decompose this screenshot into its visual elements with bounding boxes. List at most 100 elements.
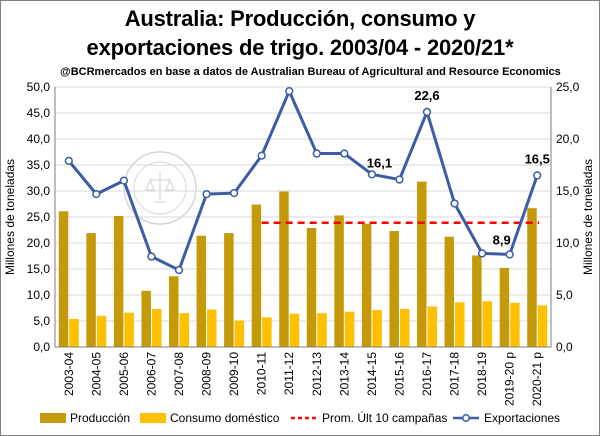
bar-consumo: [399, 309, 410, 347]
legend-item-promedio: Prom. Últ 10 campañas: [290, 411, 447, 425]
bar-consumo: [151, 309, 162, 347]
x-tick-label: 2003-04: [62, 352, 76, 396]
bar-produccion: [306, 227, 317, 347]
bar-produccion: [224, 233, 234, 347]
y-tick-label-left: 10,0: [27, 288, 51, 302]
chart-subtitle: @BCRmercados en base a datos de Australi…: [60, 66, 561, 78]
y-tick-label-right: 25,0: [556, 80, 580, 94]
exports-point: [533, 171, 542, 180]
legend-item-consumo: Consumo doméstico: [140, 411, 279, 425]
bar-consumo: [455, 302, 465, 347]
x-tick-label: 2014-15: [365, 352, 379, 396]
data-label-exportaciones: 16,5: [525, 151, 550, 166]
x-tick-label: 2017-18: [448, 352, 462, 396]
y-tick-label-right: 20,0: [556, 132, 580, 146]
legend-swatch-promedio: [291, 416, 317, 420]
bar-produccion: [444, 236, 455, 347]
exports-point: [505, 250, 514, 259]
y-tick-label-left: 5,0: [33, 314, 50, 328]
y-tick-label-left: 25,0: [27, 210, 51, 224]
legend-label-consumo: Consumo doméstico: [170, 411, 280, 425]
x-tick-label: 2008-09: [200, 352, 214, 396]
legend-swatch-exportaciones: [453, 414, 479, 422]
x-tick-label: 2004-05: [89, 352, 103, 396]
bar-consumo: [482, 301, 493, 347]
legend-item-produccion: Producción: [40, 411, 130, 425]
bar-produccion: [113, 215, 124, 347]
y-axis-title-left: Millones de toneladas: [3, 159, 17, 275]
y-tick-label-left: 0,0: [33, 340, 50, 354]
legend-label-promedio: Prom. Últ 10 campañas: [322, 411, 448, 425]
y-tick-label-left: 15,0: [27, 262, 51, 276]
y-tick-label-left: 40,0: [27, 132, 51, 146]
bar-consumo: [427, 306, 437, 347]
bar-produccion: [196, 235, 207, 347]
x-tick-label: 2011-12: [282, 352, 296, 395]
legend-swatch-consumo: [140, 413, 166, 423]
exports-point: [202, 189, 211, 199]
y-tick-label-right: 0,0: [556, 340, 573, 354]
exports-line: [67, 89, 539, 272]
x-tick-label: 2006-07: [144, 352, 158, 396]
bar-produccion: [58, 211, 69, 347]
exports-point: [450, 199, 459, 208]
exports-point: [174, 265, 184, 275]
x-tick-label: 2016-17: [420, 352, 434, 396]
legend-item-exportaciones: Exportaciones: [452, 411, 560, 425]
data-label-exportaciones: 16,1: [367, 156, 392, 171]
x-tick-label: 2010-11: [255, 352, 269, 395]
bar-consumo: [344, 311, 355, 347]
bar-consumo: [207, 309, 217, 347]
exports-point: [119, 176, 129, 185]
bar-produccion: [499, 267, 510, 347]
chart-legend: Producción Consumo doméstico Prom. Últ 1…: [0, 411, 600, 429]
exports-point: [257, 151, 266, 160]
exports-point: [147, 252, 156, 261]
y-tick-label-left: 35,0: [27, 158, 51, 172]
y-tick-label-left: 45,0: [27, 106, 51, 120]
legend-label-produccion: Producción: [70, 411, 131, 425]
y-tick-label-left: 30,0: [27, 184, 51, 198]
data-label-exportaciones: 8,9: [493, 232, 511, 247]
bar-consumo: [317, 313, 327, 347]
bar-produccion: [472, 255, 482, 347]
bar-produccion: [169, 276, 179, 347]
bar-produccion: [389, 231, 399, 347]
data-label-exportaciones: 22,6: [414, 88, 439, 103]
y-tick-label-left: 20,0: [27, 236, 51, 250]
x-tick-label: 2009-10: [227, 352, 241, 396]
bar-produccion: [417, 181, 427, 347]
x-tick-label: 2005-06: [117, 352, 131, 396]
exports-point: [229, 188, 239, 198]
bar-consumo: [372, 310, 382, 347]
x-tick-label: 2019-20 p: [503, 352, 517, 406]
bcr-seal-watermark: [123, 151, 197, 225]
bar-consumo: [262, 317, 272, 347]
bar-produccion: [251, 204, 262, 347]
bar-produccion: [527, 208, 537, 347]
y-tick-label-right: 5,0: [556, 288, 573, 302]
x-tick-label: 2018-19: [475, 352, 489, 396]
y-tick-label-left: 50,0: [27, 80, 51, 94]
y-tick-label-right: 15,0: [556, 184, 580, 198]
exports-point: [64, 156, 73, 165]
exports-point: [477, 249, 487, 258]
bar-consumo: [124, 312, 134, 347]
bar-consumo: [179, 313, 189, 347]
x-tick-label: 2012-13: [310, 352, 324, 396]
y-axis-title-right: Millones de toneladas: [581, 159, 595, 275]
exports-point: [340, 149, 349, 158]
x-tick-label: 2015-16: [392, 352, 406, 396]
bar-consumo: [69, 318, 79, 347]
exports-point: [395, 175, 404, 184]
chart-title-line-1: Australia: Producción, consumo y: [124, 6, 476, 31]
bar-consumo: [510, 302, 520, 347]
exports-point: [285, 87, 294, 96]
bar-consumo: [96, 315, 107, 347]
exports-point: [367, 170, 377, 179]
exports-point: [422, 107, 432, 117]
chart-title-line-2: exportaciones de trigo. 2003/04 - 2020/2…: [86, 35, 514, 60]
bar-produccion: [86, 233, 96, 347]
